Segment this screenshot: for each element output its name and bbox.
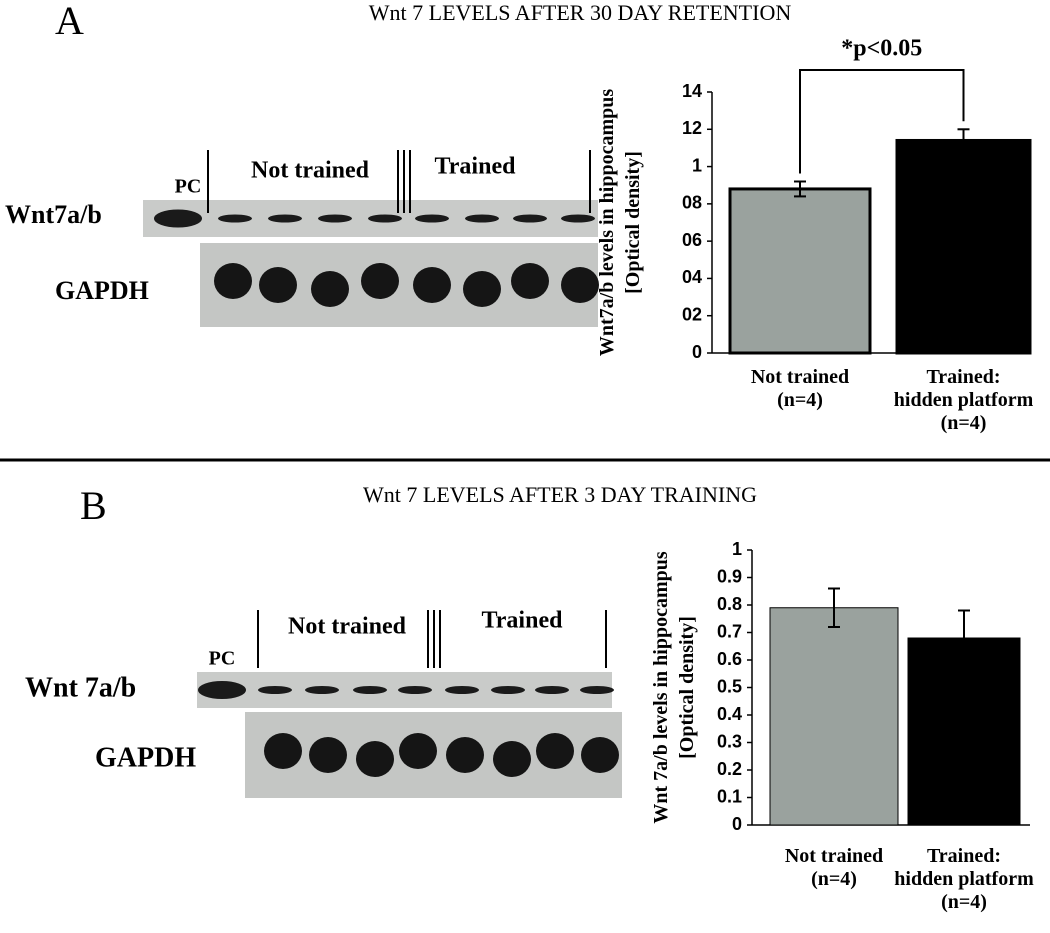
y-tick-label: 1 xyxy=(692,155,702,175)
y-tick-label: 0.8 xyxy=(717,594,742,614)
blot-band xyxy=(259,267,297,303)
blot-band xyxy=(493,741,531,777)
y-tick-label: 0 xyxy=(732,814,742,834)
blot-group: Not trained xyxy=(288,614,407,640)
blot-band xyxy=(318,214,352,223)
blot-band xyxy=(264,733,302,769)
blot-band xyxy=(465,214,499,223)
blot-band xyxy=(361,263,399,299)
blot-band xyxy=(368,214,402,223)
blot-band xyxy=(513,214,547,223)
y-tick-label: 0.7 xyxy=(717,621,742,641)
significance-label: *p<0.05 xyxy=(841,36,922,62)
text-line: Trained: xyxy=(926,366,1000,388)
blot-band xyxy=(463,271,501,307)
y-tick-label: 0.3 xyxy=(717,731,742,751)
blot-band xyxy=(491,686,525,694)
y-tick-label: 0.4 xyxy=(717,704,742,724)
y-tick-label: 02 xyxy=(682,304,702,324)
significance-bracket xyxy=(799,69,965,174)
blot-row-label: Wnt 7a/b xyxy=(25,672,136,703)
text-line: [Optical density] xyxy=(622,151,644,294)
blot-band xyxy=(561,214,595,223)
blot-row-label: GAPDH xyxy=(95,742,196,773)
blot-band xyxy=(258,686,292,694)
y-tick-label: 06 xyxy=(682,230,702,250)
blot-row-label: Wnt7a/b xyxy=(5,200,102,229)
blot-band xyxy=(413,267,451,303)
y-axis-label: Wnt7a/b levels in hippocampus [Optical de… xyxy=(596,89,644,357)
blot-band xyxy=(561,267,599,303)
blot-band xyxy=(580,686,614,694)
chart-title: Wnt 7 LEVELS AFTER 30 DAY RETENTION xyxy=(369,0,792,25)
y-tick-label: 0.9 xyxy=(717,566,742,586)
panel-label: A xyxy=(55,0,84,43)
x-tick-label: Not trained (n=4) xyxy=(785,845,883,890)
bar xyxy=(907,637,1021,826)
text-line: (n=4) xyxy=(811,868,857,890)
blot-band xyxy=(415,214,449,223)
panel-label: B xyxy=(80,483,107,528)
blot-band xyxy=(214,263,252,299)
y-tick-label: 12 xyxy=(682,118,702,138)
text-line: hidden platform xyxy=(894,389,1034,411)
y-axis-label: Wnt 7a/b levels in hippocampus [Optical d… xyxy=(650,551,698,824)
blot-sample: PC xyxy=(209,648,236,670)
y-tick-label: 0.6 xyxy=(717,649,742,669)
chart-title: Wnt 7 LEVELS AFTER 3 DAY TRAINING xyxy=(363,482,757,507)
blot-group: Trained xyxy=(482,608,564,634)
y-tick-label: 0.1 xyxy=(717,786,742,806)
y-tick-label: 1 xyxy=(732,539,742,559)
x-tick-label: Trained: hidden platform (n=4) xyxy=(894,845,1034,913)
blot-band xyxy=(445,686,479,694)
blot-band xyxy=(581,737,619,773)
x-tick-label: Not trained (n=4) xyxy=(751,366,849,411)
text-line: Not trained xyxy=(785,845,883,867)
text-line: [Optical density] xyxy=(676,616,698,759)
blot-band xyxy=(398,686,432,694)
blot-row-label: GAPDH xyxy=(55,276,149,305)
blot-band xyxy=(356,741,394,777)
text-line: Trained: xyxy=(927,845,1001,867)
y-tick-label: 0 xyxy=(692,342,702,362)
blot-band xyxy=(353,686,387,694)
blot-band xyxy=(311,271,349,307)
blot-group: Trained xyxy=(435,154,517,180)
text-line: (n=4) xyxy=(777,389,823,411)
blot-band xyxy=(268,214,302,223)
blot-band xyxy=(305,686,339,694)
blot-group: Not trained xyxy=(251,158,370,184)
blot-band xyxy=(446,737,484,773)
text-line: (n=4) xyxy=(941,891,987,913)
text-line: hidden platform xyxy=(894,868,1034,890)
x-tick-label: Trained: hidden platform (n=4) xyxy=(894,366,1034,434)
bar xyxy=(728,187,872,355)
y-tick-label: 14 xyxy=(682,81,702,101)
y-tick-label: 0.2 xyxy=(717,759,742,779)
text-line: Wnt7a/b levels in hippocampus xyxy=(596,89,618,357)
text-line: (n=4) xyxy=(941,412,987,434)
blot-band xyxy=(535,686,569,694)
y-tick-label: 0.5 xyxy=(717,676,742,696)
text-line: Wnt 7a/b levels in hippocampus xyxy=(650,551,672,824)
blot-band xyxy=(536,733,574,769)
blot-band xyxy=(218,214,252,223)
blot-sample: PC xyxy=(175,176,202,198)
text-line: Not trained xyxy=(751,366,849,388)
y-tick-label: 08 xyxy=(682,193,702,213)
y-tick-label: 04 xyxy=(682,267,702,287)
bar xyxy=(769,607,899,826)
blot-band xyxy=(198,681,246,699)
blot-band xyxy=(399,733,437,769)
blot-band xyxy=(511,263,549,299)
blot-band xyxy=(309,737,347,773)
blot-band xyxy=(154,209,202,228)
bar xyxy=(895,138,1032,355)
